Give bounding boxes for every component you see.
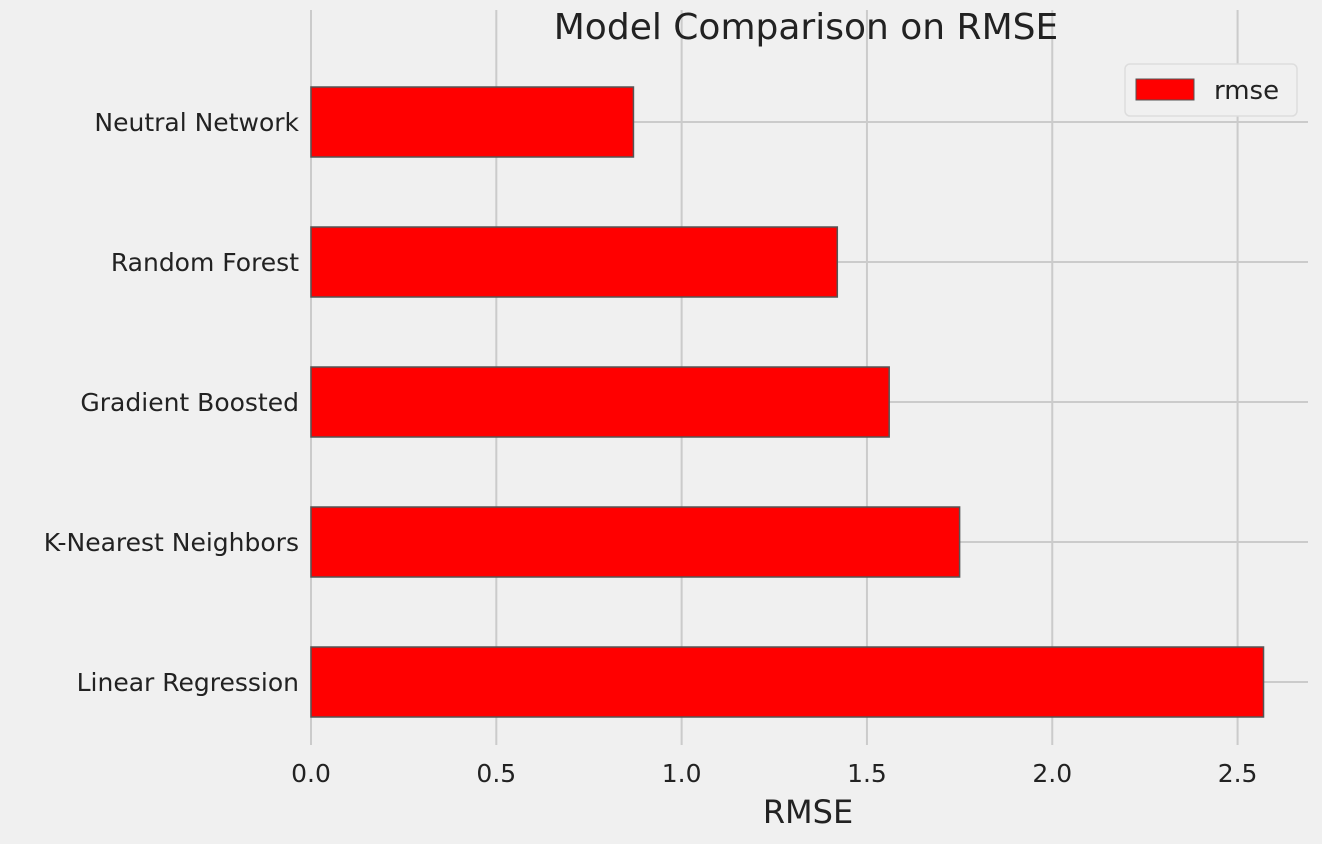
y-tick-label: Neutral Network	[94, 108, 299, 137]
x-tick-label: 1.0	[662, 759, 702, 788]
legend-swatch	[1135, 78, 1195, 101]
y-tick-labels: Neutral Network Random Forest Gradient Boo…	[44, 108, 300, 697]
y-tick-label: Gradient Boosted	[80, 388, 299, 417]
bar	[310, 86, 635, 158]
legend-frame	[1124, 63, 1298, 117]
bars	[310, 86, 1265, 718]
x-tick-label: 0.0	[291, 759, 331, 788]
bar	[310, 226, 839, 298]
x-tick-labels: 0.0 0.5 1.0 1.5 2.0 2.5	[291, 759, 1257, 788]
x-tick-label: 0.5	[476, 759, 516, 788]
x-tick-label: 2.5	[1218, 759, 1258, 788]
legend-label: rmse	[1214, 76, 1279, 106]
bar	[310, 506, 961, 578]
x-axis-label: RMSE	[763, 793, 853, 831]
y-tick-label: Linear Regression	[77, 668, 299, 697]
x-tick-label: 1.5	[847, 759, 887, 788]
y-tick-label: Random Forest	[111, 248, 299, 277]
chart-title: Model Comparison on RMSE	[554, 7, 1058, 48]
bar	[310, 366, 890, 438]
bar	[310, 646, 1265, 718]
x-tick-label: 2.0	[1032, 759, 1072, 788]
legend: rmse	[1124, 63, 1298, 117]
y-tick-label: K-Nearest Neighbors	[44, 528, 299, 557]
